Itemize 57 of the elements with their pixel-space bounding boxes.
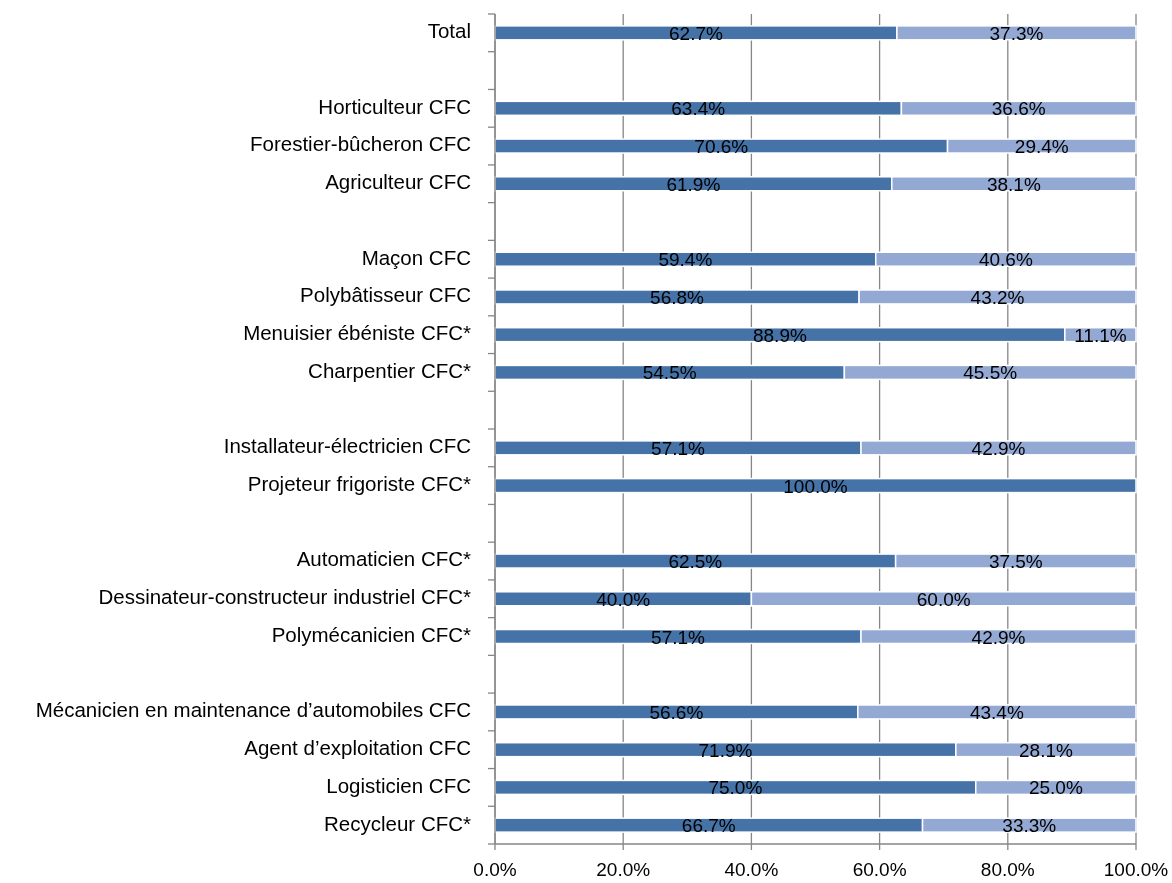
y-tick-label: Automaticien CFC*: [296, 547, 472, 571]
data-label: 36.6%: [991, 98, 1046, 120]
x-tick-label: 20.0%: [596, 859, 651, 880]
y-tick-label: Projeteur frigoriste CFC*: [247, 472, 472, 496]
x-tick-label: 100.0%: [1103, 859, 1169, 880]
data-label: 70.6%: [694, 136, 749, 158]
data-label: 66.7%: [681, 815, 736, 837]
data-label: 62.5%: [668, 551, 723, 573]
y-tick-label: Installateur-électricien CFC: [223, 434, 472, 458]
data-label: 100.0%: [783, 475, 848, 497]
data-label: 42.9%: [971, 437, 1026, 459]
data-label: 43.2%: [970, 286, 1025, 308]
y-tick-label: Horticulteur CFC: [318, 94, 472, 118]
data-label: 62.7%: [669, 22, 723, 44]
y-tick-label: Dessinateur-constructeur industriel CFC*: [98, 585, 472, 609]
data-label: 11.1%: [1074, 324, 1127, 346]
data-label: 28.1%: [1019, 739, 1073, 761]
y-tick-label: Polymécanicien CFC*: [271, 622, 472, 646]
data-label: 88.9%: [752, 324, 807, 346]
data-label: 37.3%: [989, 22, 1044, 44]
y-tick-label: Charpentier CFC*: [308, 358, 472, 382]
x-tick-label: 80.0%: [980, 859, 1035, 880]
data-label: 38.1%: [986, 173, 1041, 195]
data-label: 60.0%: [916, 588, 971, 610]
y-tick-label: Recycleur CFC*: [324, 811, 472, 835]
data-label: 33.3%: [1002, 815, 1057, 837]
data-label: 56.8%: [650, 286, 705, 308]
y-tick-label: Mécanicien en maintenance d’automobiles CFC: [35, 698, 472, 722]
bar: [494, 477, 1137, 494]
data-label: 42.9%: [971, 626, 1026, 648]
data-label: 57.1%: [651, 437, 706, 459]
data-label: 43.4%: [969, 701, 1024, 723]
data-label: 40.6%: [978, 249, 1033, 271]
data-label: 25.0%: [1028, 777, 1083, 799]
x-tick-label: 60.0%: [852, 859, 907, 880]
data-label: 54.5%: [642, 362, 697, 384]
y-tick-label: Agriculteur CFC: [325, 170, 472, 194]
y-tick-label: Polybâtisseur CFC: [300, 283, 472, 307]
data-label: 45.5%: [963, 362, 1018, 384]
y-tick-label: Logisticien CFC: [326, 773, 472, 797]
x-tick-label: 40.0%: [724, 859, 779, 880]
y-tick-label: Maçon CFC: [361, 245, 472, 269]
data-label: 29.4%: [1014, 136, 1069, 158]
x-tick-label: 0.0%: [473, 859, 517, 880]
data-label: 63.4%: [671, 98, 726, 120]
data-label: 75.0%: [708, 777, 763, 799]
data-label: 56.6%: [649, 701, 704, 723]
data-label: 71.9%: [698, 739, 753, 761]
y-tick-label: Agent d’exploitation CFC: [244, 736, 472, 760]
data-label: 37.5%: [988, 551, 1043, 573]
data-label: 40.0%: [596, 588, 651, 610]
data-label: 61.9%: [666, 173, 721, 195]
data-label: 59.4%: [658, 249, 713, 271]
data-label: 57.1%: [651, 626, 706, 648]
y-tick-label: Total: [427, 19, 471, 43]
y-tick-label: Forestier-bûcheron CFC: [249, 132, 472, 156]
y-tick-label: Menuisier ébéniste CFC*: [243, 321, 472, 345]
